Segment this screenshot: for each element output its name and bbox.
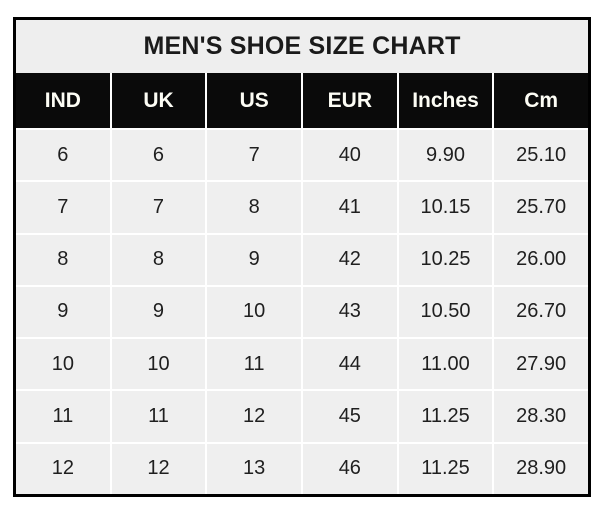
table-cell: 10.25 (398, 234, 493, 285)
table-cell: 8 (207, 182, 301, 233)
table-header-cell-inches: Inches (398, 73, 493, 128)
table-cell: 8 (111, 234, 206, 285)
table-cell: 12 (207, 391, 301, 442)
table-cell: 28.30 (494, 391, 588, 442)
table-cell: 7 (207, 130, 301, 181)
table-cell: 10 (207, 286, 301, 338)
table-cell: 44 (302, 339, 397, 390)
table-cell: 11.00 (398, 339, 493, 390)
table-cell: 8 (16, 234, 110, 285)
table-cell: 6 (111, 130, 206, 181)
shoe-size-chart: MEN'S SHOE SIZE CHART IND UK US EUR Inches Cm… (13, 17, 591, 497)
table-cell: 12 (16, 443, 110, 494)
table-cell: 9 (16, 286, 110, 338)
table-cell: 45 (302, 391, 397, 442)
table-cell: 11 (111, 391, 206, 442)
table-cell: 7 (111, 182, 206, 233)
table-cell: 9.90 (398, 130, 493, 181)
table-cell: 27.90 (494, 339, 588, 390)
table-cell: 10 (111, 339, 206, 390)
table-cell: 25.70 (494, 182, 588, 233)
table-cell: 11 (207, 339, 301, 390)
table-header-cell-us: US (207, 73, 301, 128)
table-cell: 11.25 (398, 443, 493, 494)
table-cell: 28.90 (494, 443, 588, 494)
table-cell: 41 (302, 182, 397, 233)
table-cell: 11.25 (398, 391, 493, 442)
table-cell: 10 (16, 339, 110, 390)
table-cell: 6 (16, 130, 110, 181)
chart-title: MEN'S SHOE SIZE CHART (16, 20, 588, 73)
table-header-cell-ind: IND (16, 73, 110, 128)
table-cell: 42 (302, 234, 397, 285)
table-cell: 10.50 (398, 286, 493, 338)
table-cell: 7 (16, 182, 110, 233)
table-cell: 9 (111, 286, 206, 338)
table-header-cell-eur: EUR (302, 73, 397, 128)
size-table: IND UK US EUR Inches Cm 6 6 7 40 9.90 25.10 7 7 8 41 10.… (16, 73, 588, 494)
table-header-cell-uk: UK (111, 73, 206, 128)
table-cell: 26.00 (494, 234, 588, 285)
table-cell: 40 (302, 130, 397, 181)
table-cell: 9 (207, 234, 301, 285)
table-cell: 11 (16, 391, 110, 442)
table-header-cell-cm: Cm (494, 73, 588, 128)
table-cell: 10.15 (398, 182, 493, 233)
table-cell: 26.70 (494, 286, 588, 338)
table-cell: 13 (207, 443, 301, 494)
table-cell: 46 (302, 443, 397, 494)
table-cell: 25.10 (494, 130, 588, 181)
table-cell: 12 (111, 443, 206, 494)
table-cell: 43 (302, 286, 397, 338)
